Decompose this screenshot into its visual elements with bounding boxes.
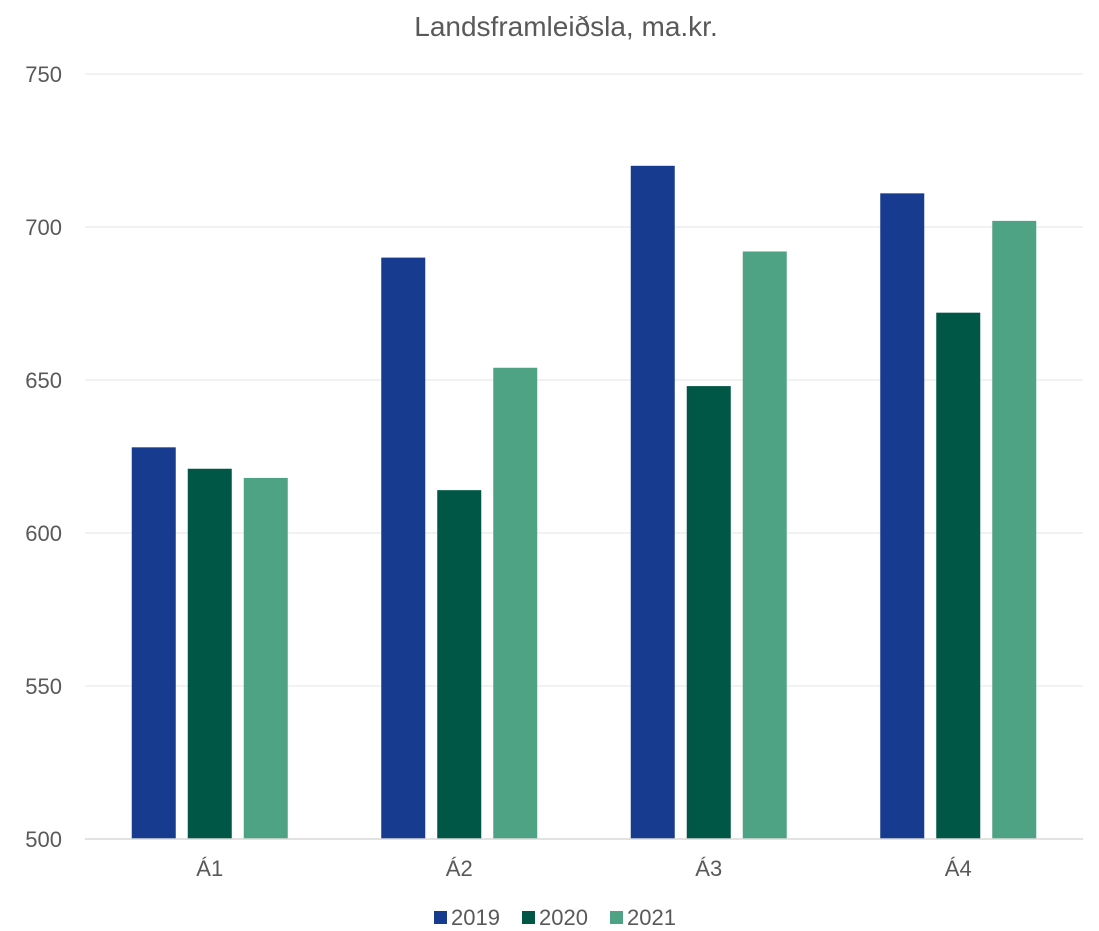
legend: 2019 2020 2021: [434, 905, 676, 930]
legend-swatch-2020: [522, 911, 535, 924]
y-tick-label: 600: [25, 521, 62, 546]
bar-2020-Á4: [936, 312, 981, 839]
bar-2019-Á4: [880, 193, 925, 840]
bar-2019-Á3: [630, 165, 675, 840]
bar-2020-Á3: [686, 386, 731, 839]
x-category-label: Á1: [196, 856, 223, 881]
bar-2021-Á4: [992, 220, 1037, 839]
legend-label-2021: 2021: [627, 905, 676, 930]
y-tick-label: 500: [25, 827, 62, 852]
y-tick-label: 650: [25, 368, 62, 393]
bar-2021-Á2: [493, 367, 538, 839]
legend-swatch-2021: [610, 911, 623, 924]
x-category-label: Á4: [945, 856, 972, 881]
legend-label-2019: 2019: [451, 905, 500, 930]
bar-2019-Á1: [131, 447, 176, 839]
bar-2021-Á1: [243, 477, 288, 839]
x-axis-categories: Á1 Á2 Á3 Á4: [196, 856, 971, 881]
bar-2019-Á2: [381, 257, 426, 840]
y-axis-ticks: 500 550 600 650 700 750: [25, 62, 62, 852]
y-tick-label: 550: [25, 674, 62, 699]
bar-2021-Á3: [742, 251, 787, 840]
x-category-label: Á2: [446, 856, 473, 881]
bars: [131, 165, 1037, 840]
x-category-label: Á3: [695, 856, 722, 881]
bar-2020-Á1: [187, 468, 232, 839]
y-tick-label: 700: [25, 215, 62, 240]
gridlines: [85, 73, 1083, 687]
bar-2020-Á2: [437, 490, 482, 839]
legend-label-2020: 2020: [539, 905, 588, 930]
legend-swatch-2019: [434, 911, 447, 924]
y-tick-label: 750: [25, 62, 62, 87]
chart-title: Landsframleiðsla, ma.kr.: [414, 11, 717, 42]
